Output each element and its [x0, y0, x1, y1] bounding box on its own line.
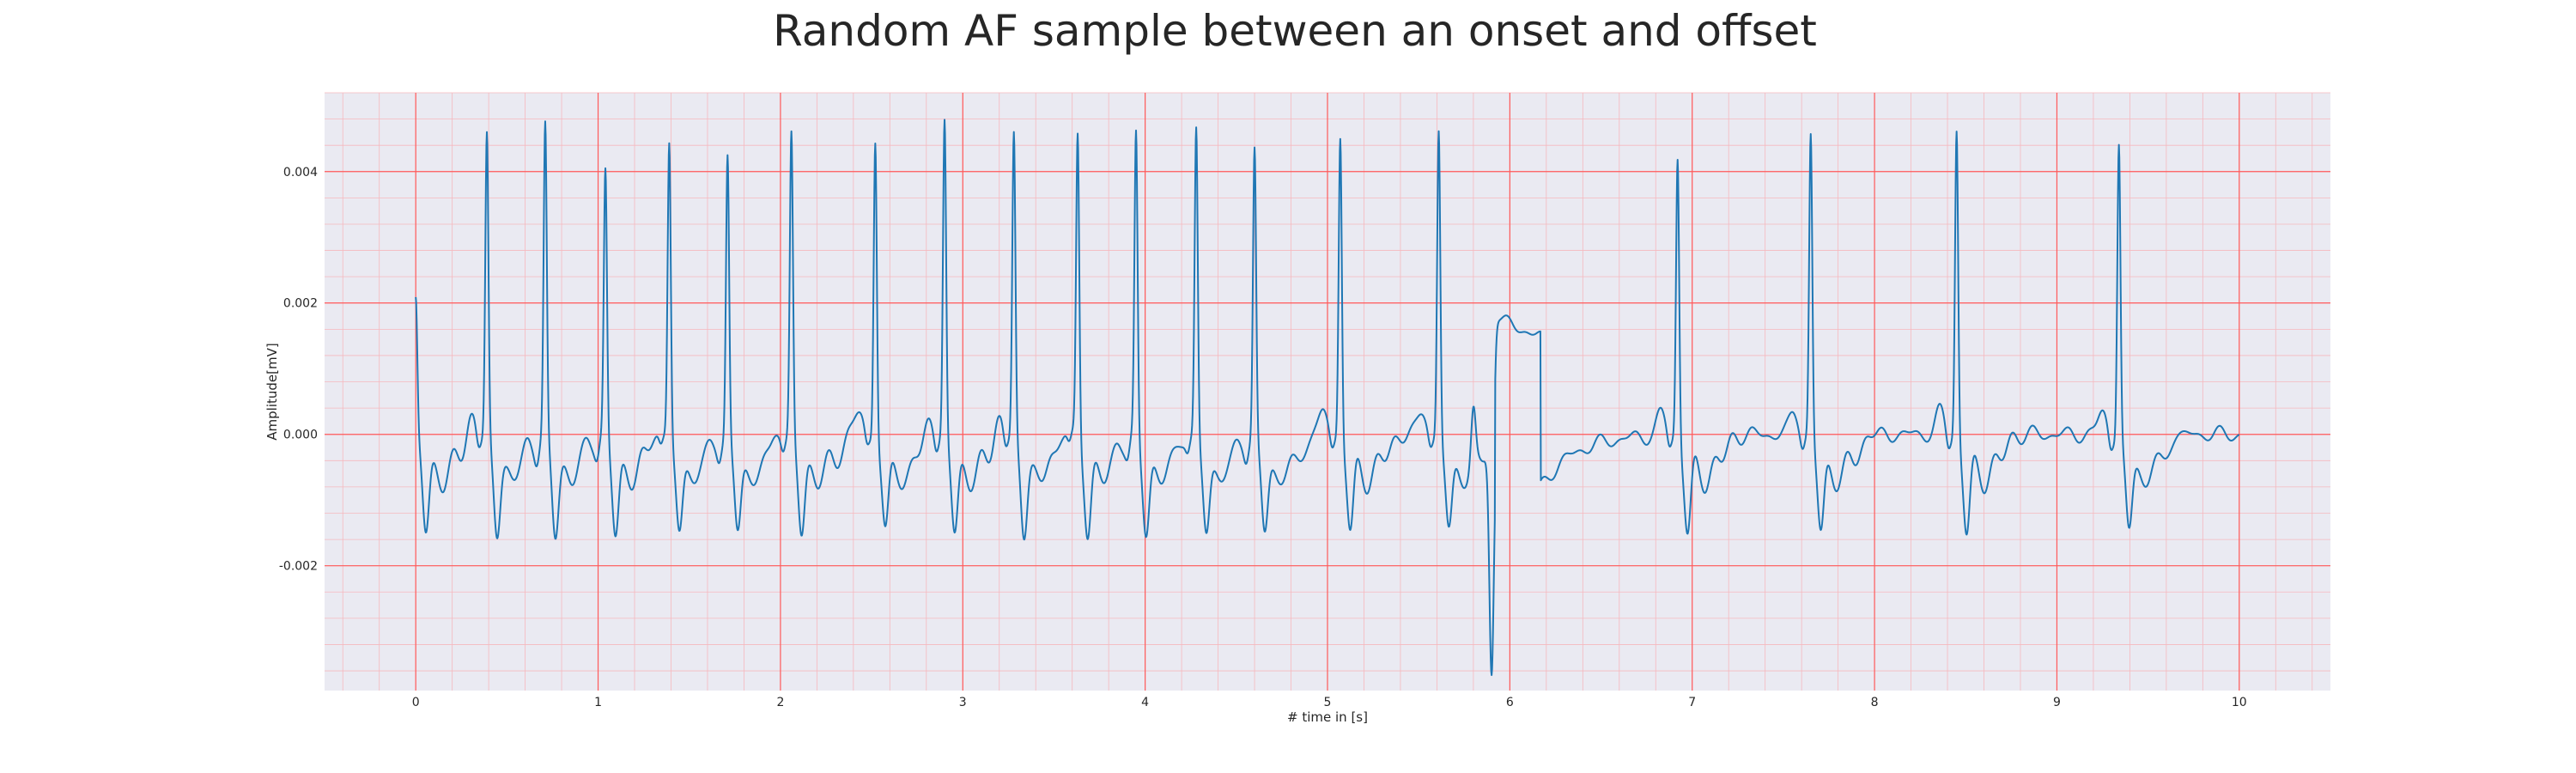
x-tick-label: 5: [1324, 696, 1332, 709]
y-tick-label: 0.002: [283, 297, 318, 311]
major-grid: [325, 93, 2330, 691]
x-tick-label: 2: [776, 696, 784, 709]
chart-title: Random AF sample between an onset and of…: [773, 6, 1817, 56]
y-tick-label: 0.004: [283, 166, 318, 180]
series-layer: [415, 119, 2240, 677]
y-axis-ticks: -0.002 0.000 0.002 0.004: [279, 166, 318, 574]
x-tick-label: 8: [1871, 696, 1879, 709]
x-tick-label: 10: [2232, 696, 2247, 709]
x-tick-label: 0: [412, 696, 420, 709]
y-tick-label: -0.002: [279, 560, 318, 574]
x-tick-label: 1: [594, 696, 602, 709]
y-axis-label: Amplitude[mV]: [264, 343, 280, 440]
x-tick-label: 4: [1141, 696, 1149, 709]
x-tick-label: 6: [1506, 696, 1514, 709]
x-tick-label: 3: [959, 696, 967, 709]
x-axis-label: # time in [s]: [1287, 709, 1368, 725]
series-line: [415, 119, 2240, 677]
y-tick-label: 0.000: [283, 429, 318, 442]
x-tick-label: 7: [1688, 696, 1696, 709]
x-axis-ticks: 0 1 2 3 4 5 6 7 8 9 10: [412, 696, 2247, 709]
x-tick-label: 9: [2053, 696, 2061, 709]
